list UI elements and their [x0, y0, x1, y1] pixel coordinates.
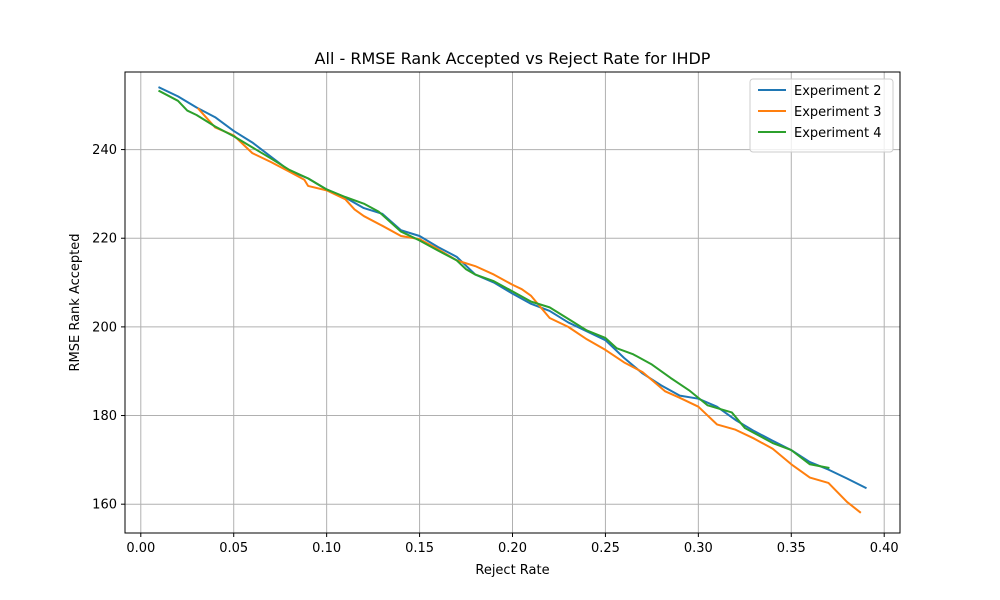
series-line-experiment-3 [196, 107, 862, 514]
legend-entry-label: Experiment 2 [794, 84, 882, 99]
x-tick-label: 0.30 [684, 541, 713, 556]
y-tick-label: 160 [92, 498, 117, 513]
x-tick-label: 0.00 [126, 541, 155, 556]
x-tick-label: 0.05 [219, 541, 248, 556]
y-tick-label: 220 [92, 232, 117, 247]
legend-entry-label: Experiment 4 [794, 126, 882, 141]
x-tick-label: 0.15 [405, 541, 434, 556]
x-tick-label: 0.10 [312, 541, 341, 556]
x-tick-label: 0.20 [498, 541, 527, 556]
series-lines [158, 86, 867, 514]
x-tick-label: 0.35 [777, 541, 806, 556]
legend-entry-label: Experiment 3 [794, 105, 882, 120]
x-tick-label: 0.25 [591, 541, 620, 556]
y-tick-label: 200 [92, 320, 117, 335]
y-tick-label: 240 [92, 143, 117, 158]
legend: Experiment 2 Experiment 3 Experiment 4 [749, 78, 894, 153]
series-line-experiment-4 [158, 89, 830, 470]
y-axis-label: RMSE Rank Accepted [68, 233, 83, 371]
y-axis-ticks: 160 180 200 220 240 [92, 143, 125, 513]
x-axis-ticks: 0.00 0.05 0.10 0.15 0.20 0.25 0.30 0.35 0.40 [126, 533, 899, 556]
y-tick-label: 180 [92, 409, 117, 424]
x-axis-label: Reject Rate [475, 563, 549, 578]
legend-box [749, 78, 894, 153]
chart-title: All - RMSE Rank Accepted vs Reject Rate … [315, 49, 711, 68]
x-tick-label: 0.40 [870, 541, 899, 556]
